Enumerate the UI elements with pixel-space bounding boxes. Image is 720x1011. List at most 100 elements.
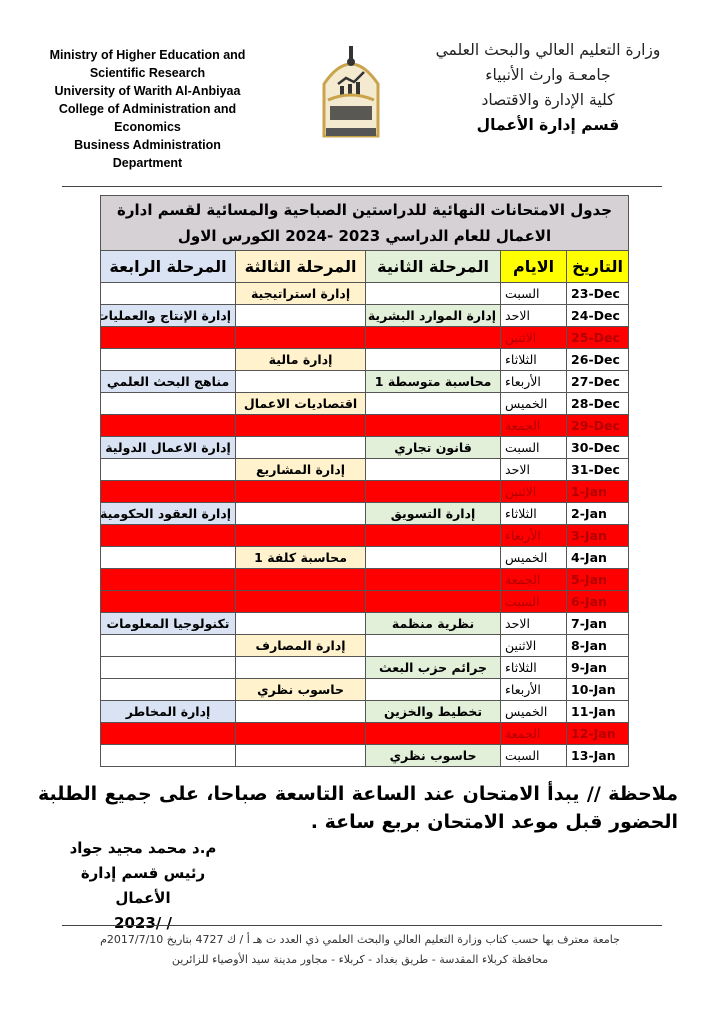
english-line: Ministry of Higher Education and <box>49 48 246 62</box>
stage2-cell: تخطيط والخزين <box>365 700 502 723</box>
table-row: 3-Jan الأربعاء <box>99 524 630 547</box>
stage2-cell <box>365 722 502 745</box>
table-row: 4-Jan الخميس محاسبة كلفة 1 <box>99 546 630 569</box>
stage2-cell <box>365 480 502 503</box>
stage3-cell <box>235 304 367 327</box>
stage2-cell <box>365 282 502 305</box>
stage4-cell <box>99 568 237 591</box>
stage2-cell <box>365 326 502 349</box>
date-cell: 23-Dec <box>566 282 630 305</box>
stage2-cell <box>365 524 502 547</box>
stage2-cell <box>365 392 502 415</box>
footer-divider <box>62 925 662 926</box>
signature-block: م.د محمد مجيد جواد رئيس قسم إدارة الأعما… <box>58 836 228 936</box>
table-row: 27-Dec الأربعاء محاسبة متوسطة 1 مناهج البحث… <box>99 370 630 393</box>
stage3-cell: إدارة المصارف <box>235 634 367 657</box>
stage4-cell <box>99 590 237 613</box>
date-cell: 24-Dec <box>566 304 630 327</box>
day-cell: السبت <box>500 744 568 767</box>
stage2-cell <box>365 458 502 481</box>
date-cell: 2-Jan <box>566 502 630 525</box>
column-header-stage3: المرحلة الثالثة <box>235 250 367 283</box>
day-cell: الاحد <box>500 458 568 481</box>
date-cell: 30-Dec <box>566 436 630 459</box>
stage2-cell <box>365 678 502 701</box>
ministry-name: وزارة التعليم العالي والبحث العلمي <box>435 41 661 59</box>
stage3-cell <box>235 524 367 547</box>
english-header: Ministry of Higher Education and Scienti… <box>40 46 255 172</box>
day-cell: الجمعة <box>500 722 568 745</box>
date-cell: 25-Dec <box>566 326 630 349</box>
stage2-cell: نظرية منظمة <box>365 612 502 635</box>
column-header-stage4: المرحلة الرابعة <box>99 250 237 283</box>
stage2-cell <box>365 568 502 591</box>
stage4-cell: إدارة المخاطر <box>99 700 237 723</box>
day-cell: الاثنين <box>500 326 568 349</box>
date-cell: 6-Jan <box>566 590 630 613</box>
day-cell: الجمعة <box>500 568 568 591</box>
table-row: 1-Jan الاثنين <box>99 480 630 503</box>
stage2-cell <box>365 590 502 613</box>
stage4-cell: إدارة العقود الحكومية <box>99 502 237 525</box>
footer-accreditation: جامعة معترف بها حسب كتاب وزارة التعليم ا… <box>100 933 620 946</box>
exam-schedule-table: جدول الامتحانات النهائية للدراستين الصبا… <box>99 195 630 767</box>
college-name: كلية الإدارة والاقتصاد <box>481 91 615 109</box>
stage2-cell <box>365 414 502 437</box>
stage2-cell: إدارة التسويق <box>365 502 502 525</box>
day-cell: السبت <box>500 282 568 305</box>
stage4-cell <box>99 348 237 371</box>
stage3-cell <box>235 700 367 723</box>
day-cell: الأربعاء <box>500 678 568 701</box>
column-header-stage2: المرحلة الثانية <box>365 250 502 283</box>
stage4-cell <box>99 744 237 767</box>
stage3-cell: إدارة استراتيجية <box>235 282 367 305</box>
stage3-cell <box>235 436 367 459</box>
day-cell: السبت <box>500 436 568 459</box>
stage2-cell: قانون تجاري <box>365 436 502 459</box>
stage3-cell <box>235 480 367 503</box>
day-cell: الخميس <box>500 546 568 569</box>
stage2-cell: محاسبة متوسطة 1 <box>365 370 502 393</box>
day-cell: الثلاثاء <box>500 502 568 525</box>
footer-address: محافظة كربلاء المقدسة - طريق بغداد - كرب… <box>171 953 549 966</box>
university-name: جامعـة وارث الأنبياء <box>485 66 611 84</box>
table-row: 9-Jan الثلاثاء جرائم حزب البعث <box>99 656 630 679</box>
stage3-cell <box>235 612 367 635</box>
stage3-cell <box>235 326 367 349</box>
table-row: 28-Dec الخميس اقتصاديات الاعمال <box>99 392 630 415</box>
stage3-cell <box>235 414 367 437</box>
stage3-cell <box>235 656 367 679</box>
date-cell: 28-Dec <box>566 392 630 415</box>
table-row: 6-Jan السبت <box>99 590 630 613</box>
stage4-cell <box>99 634 237 657</box>
stage4-cell <box>99 392 237 415</box>
stage3-cell <box>235 744 367 767</box>
english-line: Department <box>112 156 183 170</box>
date-cell: 12-Jan <box>566 722 630 745</box>
day-cell: الخميس <box>500 700 568 723</box>
stage4-cell: مناهج البحث العلمي <box>99 370 237 393</box>
stage4-cell <box>99 414 237 437</box>
stage3-cell <box>235 502 367 525</box>
stage4-cell <box>99 678 237 701</box>
exam-note: ملاحظة // يبدأ الامتحان عند الساعة التاس… <box>38 783 678 833</box>
table-row: 2-Jan الثلاثاء إدارة التسويق إدارة العقود ا… <box>99 502 630 525</box>
date-cell: 29-Dec <box>566 414 630 437</box>
english-line: Economics <box>114 120 181 134</box>
date-cell: 10-Jan <box>566 678 630 701</box>
stage2-cell <box>365 634 502 657</box>
day-cell: الثلاثاء <box>500 348 568 371</box>
table-row: 25-Dec الاثنين <box>99 326 630 349</box>
date-cell: 31-Dec <box>566 458 630 481</box>
stage3-cell <box>235 370 367 393</box>
day-cell: الاحد <box>500 304 568 327</box>
table-row: 12-Jan الجمعة <box>99 722 630 745</box>
date-cell: 11-Jan <box>566 700 630 723</box>
stage4-cell: إدارة الإنتاج والعمليات <box>99 304 237 327</box>
stage4-cell: تكنولوجيا المعلومات <box>99 612 237 635</box>
stage3-cell <box>235 568 367 591</box>
table-row: 13-Jan السبت حاسوب نظري <box>99 744 630 767</box>
day-cell: الثلاثاء <box>500 656 568 679</box>
table-row: 23-Dec السبت إدارة استراتيجية <box>99 282 630 305</box>
table-row: 10-Jan الأربعاء حاسوب نظري <box>99 678 630 701</box>
